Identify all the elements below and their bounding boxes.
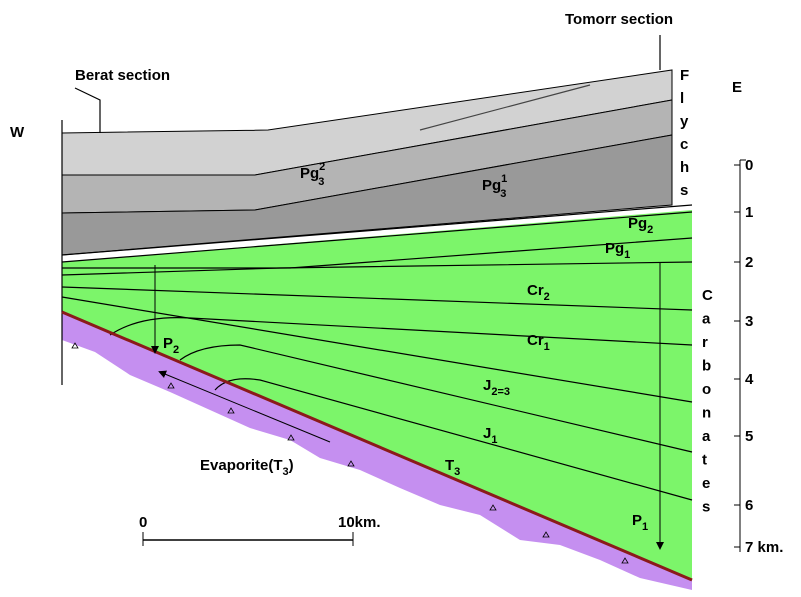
scale-label: 10km. xyxy=(338,514,381,531)
direction: E xyxy=(732,79,742,96)
depth-label: 1 xyxy=(745,204,753,221)
column-letter: c xyxy=(680,136,688,153)
section-label: Berat section xyxy=(75,67,170,84)
column-letter: a xyxy=(702,311,711,328)
direction: W xyxy=(10,124,25,141)
depth-label: 6 xyxy=(745,497,753,514)
column-letter: s xyxy=(702,499,710,516)
column-letter: t xyxy=(702,452,707,469)
column-letter: s xyxy=(680,182,688,199)
evaporite-label: Evaporite(T3) xyxy=(200,457,294,478)
depth-label: 5 xyxy=(745,428,753,445)
column-letter: l xyxy=(680,90,684,107)
column-letter: F xyxy=(680,67,689,84)
depth-label: 7 km. xyxy=(745,539,783,556)
cross-section: Tomorr section Berat section W E Pg23 Pg… xyxy=(0,0,801,592)
column-letter: a xyxy=(702,428,711,445)
column-letter: r xyxy=(702,334,708,351)
depth-label: 0 xyxy=(745,157,753,174)
depth-label: 2 xyxy=(745,254,753,271)
column-letter: o xyxy=(702,381,711,398)
column-letter: C xyxy=(702,287,713,304)
depth-label: 4 xyxy=(745,371,754,388)
section-label: Tomorr section xyxy=(565,11,673,28)
column-letter: h xyxy=(680,159,689,176)
scale-label: 0 xyxy=(139,514,147,531)
column-letter: n xyxy=(702,405,711,422)
depth-label: 3 xyxy=(745,313,753,330)
depth-labels: 0 1 2 3 4 5 6 7 km. xyxy=(734,157,783,556)
column-letter: e xyxy=(702,475,710,492)
column-letter: y xyxy=(680,113,689,130)
column-letter: b xyxy=(702,358,711,375)
